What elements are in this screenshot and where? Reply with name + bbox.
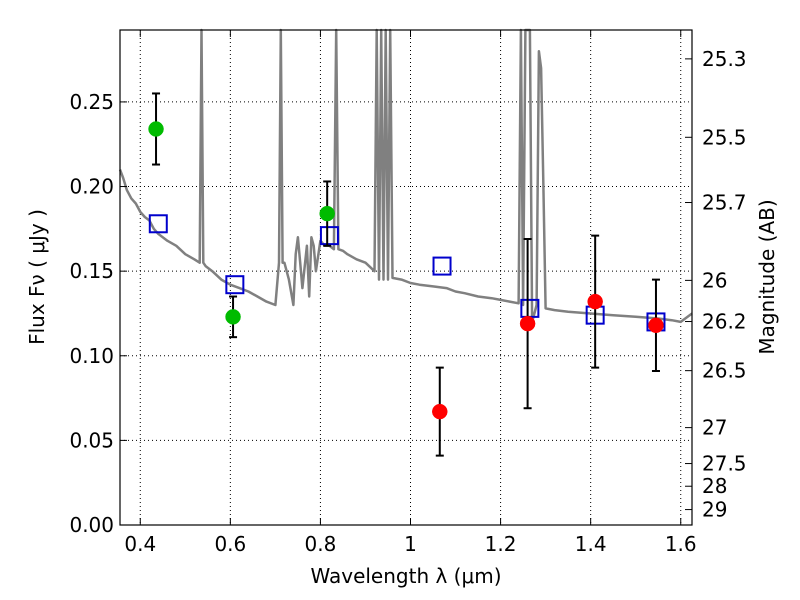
y-tick-label-2: 0.10 <box>69 344 114 368</box>
red-data-point-1 <box>519 315 536 332</box>
data-layer <box>118 28 693 457</box>
x-axis-label: Wavelength λ (μm) <box>310 564 501 588</box>
y-tick-label-4: 0.20 <box>69 175 114 199</box>
model-flux-square-2 <box>319 226 339 246</box>
green-data-point-1 <box>225 309 241 325</box>
green-data-point-2 <box>319 205 335 222</box>
red-data-point-3 <box>648 317 664 334</box>
y2-tick-label-1: 25.5 <box>702 125 747 149</box>
y-tick-label-0: 0.00 <box>69 513 114 537</box>
plot-frame <box>119 29 693 526</box>
model-flux-square-1 <box>225 275 245 295</box>
model-flux-square-0 <box>148 214 168 234</box>
y-axis-label: Flux Fν ( μJy ) <box>25 209 49 345</box>
red-data-point-0 <box>432 403 448 420</box>
y2-tick-label-2: 25.7 <box>702 191 747 215</box>
green-data-point-0 <box>148 121 164 137</box>
x-tick-label-5: 1.4 <box>575 532 607 556</box>
y2-tick-label-9: 29 <box>702 498 727 522</box>
model-flux-square-3 <box>432 256 452 276</box>
y-tick-label-1: 0.05 <box>69 428 114 452</box>
y-tick-label-3: 0.15 <box>69 259 114 283</box>
y2-tick-label-4: 26.2 <box>702 310 747 334</box>
axis-ticks: 0.4 0.6 0.8 1 1.2 1.4 1.6 0.00 0.05 0.10 0.15 0.20 0… <box>69 30 747 556</box>
model-spectrum-line <box>118 28 693 324</box>
y2-tick-label-5: 26.5 <box>702 359 747 383</box>
y2-tick-label-6: 27 <box>702 416 727 440</box>
x-tick-label-1: 0.6 <box>214 532 246 556</box>
grid-lines <box>120 30 692 526</box>
red-data-point-2 <box>587 293 603 310</box>
y2-tick-label-3: 26 <box>702 268 727 292</box>
y-tick-label-5: 0.25 <box>69 90 114 114</box>
y2-tick-label-8: 28 <box>702 474 727 498</box>
x-tick-label-6: 1.6 <box>665 532 697 556</box>
x-tick-label-2: 0.8 <box>305 532 337 556</box>
x-tick-label-4: 1.2 <box>485 532 517 556</box>
y2-tick-label-0: 25.3 <box>702 47 747 71</box>
y2-tick-label-7: 27.5 <box>702 452 747 476</box>
x-tick-label-3: 1 <box>404 532 417 556</box>
y2-axis-label: Magnitude (AB) <box>755 199 779 354</box>
x-tick-label-0: 0.4 <box>124 532 156 556</box>
